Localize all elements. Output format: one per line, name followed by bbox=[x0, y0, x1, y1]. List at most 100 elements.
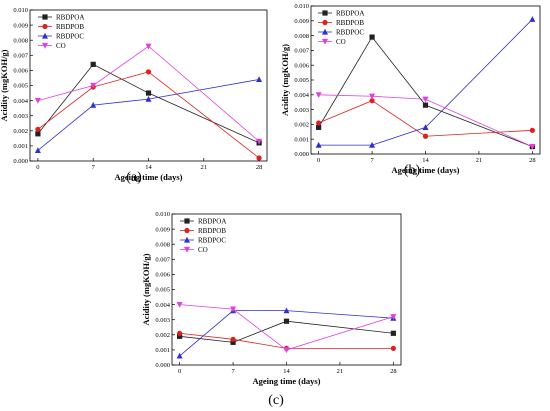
y-tick-label: 0.006 bbox=[13, 68, 28, 75]
x-tick-label: 21 bbox=[476, 157, 483, 164]
series-line-co bbox=[37, 45, 260, 142]
y-tick-label: 0.008 bbox=[13, 37, 28, 44]
x-tick-label: 28 bbox=[256, 164, 263, 171]
data-point-rbdpoc bbox=[34, 147, 41, 154]
y-tick-label: 0.010 bbox=[13, 7, 28, 14]
series-line-rbdpoc bbox=[179, 310, 394, 357]
data-point-co bbox=[145, 43, 152, 50]
legend-marker bbox=[42, 14, 48, 20]
y-tick-label: 0.005 bbox=[155, 287, 170, 294]
y-tick-label: 0.000 bbox=[13, 158, 28, 165]
series-line-rbdpob bbox=[37, 71, 260, 159]
legend-label: RBDPOB bbox=[198, 227, 226, 235]
legend-label: RBDPOA bbox=[336, 9, 364, 17]
legend-marker bbox=[42, 32, 48, 39]
data-point-co bbox=[176, 302, 183, 308]
series-line-co bbox=[318, 94, 533, 147]
y-axis-title: Acidity (mgKOH/g) bbox=[141, 253, 151, 325]
y-tick-label: 0.003 bbox=[155, 317, 170, 324]
y-tick-label: 0.009 bbox=[13, 22, 28, 29]
data-point-rbdpoa bbox=[369, 34, 375, 40]
x-axis-title: Ageing time (days) bbox=[253, 376, 321, 386]
data-point-rbdpoc bbox=[90, 101, 97, 108]
legend-marker bbox=[322, 38, 328, 45]
y-tick-label: 0.007 bbox=[13, 53, 28, 60]
y-tick-label: 0.010 bbox=[294, 3, 309, 10]
data-point-rbdpoc bbox=[145, 95, 152, 102]
series-line-rbdpob bbox=[179, 332, 394, 349]
y-tick-label: 0.000 bbox=[155, 362, 170, 369]
y-tick-label: 0.010 bbox=[155, 211, 170, 218]
series-line-rbdpoc bbox=[318, 19, 533, 146]
y-tick-label: 0.007 bbox=[155, 257, 170, 264]
data-point-co bbox=[422, 96, 429, 103]
data-point-rbdpob bbox=[256, 155, 262, 161]
data-point-rbdpoc bbox=[369, 141, 376, 148]
y-axis-title: Acidity (mgKOH/g) bbox=[280, 44, 290, 116]
legend-marker bbox=[184, 218, 190, 224]
series-line-rbdpoc bbox=[37, 79, 260, 151]
data-point-rbdpob bbox=[422, 133, 429, 139]
data-point-rbdpob bbox=[316, 120, 322, 126]
y-tick-label: 0.003 bbox=[13, 113, 28, 120]
data-point-rbdpob bbox=[177, 330, 183, 336]
data-point-rbdpoa bbox=[230, 339, 236, 345]
data-point-rbdpob bbox=[230, 336, 236, 342]
legend-marker bbox=[184, 236, 190, 243]
y-tick-label: 0.006 bbox=[155, 272, 170, 279]
data-point-co bbox=[34, 98, 41, 104]
data-point-co bbox=[256, 138, 263, 145]
y-tick-label: 0.005 bbox=[13, 83, 28, 90]
data-point-rbdpoa bbox=[177, 333, 183, 339]
legend-label: CO bbox=[198, 246, 208, 254]
y-tick-label: 0.001 bbox=[13, 143, 28, 150]
legend-marker bbox=[322, 19, 328, 26]
x-tick-label: 28 bbox=[390, 368, 397, 375]
data-point-rbdpoa bbox=[283, 318, 290, 324]
legend-marker bbox=[42, 23, 48, 30]
data-point-rbdpoc bbox=[256, 76, 263, 83]
data-point-rbdpoc bbox=[422, 124, 429, 130]
x-tick-label: 21 bbox=[201, 164, 208, 171]
panel-label: (b) bbox=[404, 163, 421, 178]
y-tick-label: 0.006 bbox=[294, 62, 309, 69]
legend-label: CO bbox=[336, 38, 346, 46]
legend-marker bbox=[184, 246, 190, 253]
data-point-rbdpoc bbox=[315, 141, 322, 148]
panel-label: (a) bbox=[126, 170, 142, 185]
series-line-rbdpoa bbox=[179, 320, 394, 343]
y-tick-label: 0.002 bbox=[155, 332, 170, 339]
legend-label: RBDPOA bbox=[56, 13, 84, 21]
data-point-rbdpoc bbox=[176, 352, 183, 359]
x-tick-label: 28 bbox=[529, 157, 536, 164]
y-tick-label: 0.002 bbox=[294, 122, 309, 129]
y-tick-label: 0.000 bbox=[294, 151, 309, 158]
legend-label: RBDPOA bbox=[198, 217, 226, 225]
legend-label: CO bbox=[56, 42, 66, 50]
legend-label: RBDPOC bbox=[56, 32, 84, 40]
x-tick-label: 0 bbox=[317, 157, 320, 164]
data-point-rbdpob bbox=[390, 345, 396, 351]
data-point-rbdpoa bbox=[422, 102, 429, 108]
y-tick-label: 0.008 bbox=[155, 241, 170, 248]
y-tick-label: 0.005 bbox=[294, 77, 309, 84]
data-point-co bbox=[390, 314, 397, 320]
data-point-rbdpoa bbox=[145, 90, 152, 96]
x-tick-label: 7 bbox=[231, 368, 235, 375]
y-tick-label: 0.004 bbox=[13, 98, 28, 105]
y-tick-label: 0.008 bbox=[294, 33, 309, 40]
series-line-rbdpob bbox=[318, 100, 533, 137]
chart-panel-2: 0.000 0.001 0.002 0.003 0.004 0.005 0.006 0.007… bbox=[280, 3, 541, 178]
legend-label: RBDPOC bbox=[198, 236, 226, 244]
y-tick-label: 0.003 bbox=[294, 107, 309, 114]
y-tick-label: 0.007 bbox=[294, 48, 309, 55]
y-tick-label: 0.009 bbox=[294, 18, 309, 25]
x-axis-title: Ageing time (days) bbox=[115, 172, 183, 182]
series-line-rbdpoa bbox=[318, 36, 533, 147]
y-tick-label: 0.001 bbox=[155, 347, 170, 354]
data-point-rbdpob bbox=[529, 127, 535, 133]
data-point-rbdpoa bbox=[90, 61, 96, 67]
data-point-rbdpoc bbox=[283, 307, 290, 314]
legend-marker bbox=[42, 42, 48, 49]
